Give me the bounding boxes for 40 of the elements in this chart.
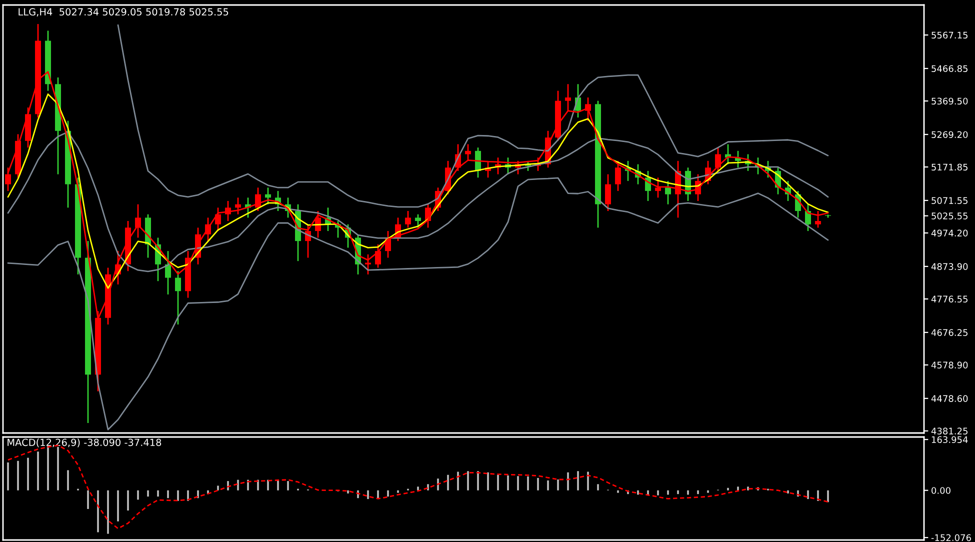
candlestick <box>375 244 381 268</box>
candlestick <box>235 196 241 216</box>
y-tick-label: 5466.85 <box>932 65 968 72</box>
y-tick-label: 4873.90 <box>931 263 968 270</box>
y-tick-label: 4676.25 <box>931 329 968 336</box>
y-tick-label: 163.954 <box>932 436 968 444</box>
candlestick <box>655 176 661 198</box>
candlestick <box>175 270 181 326</box>
candlestick <box>365 254 371 276</box>
y-tick-label: 5071.55 <box>932 197 968 204</box>
y-tick-label: 4381.25 <box>931 428 968 434</box>
candlestick <box>215 206 221 232</box>
line-series <box>117 24 829 208</box>
y-tick-label: -152.076 <box>931 534 971 542</box>
candlestick <box>805 204 811 232</box>
candlestick <box>715 146 721 172</box>
candlestick <box>415 214 421 228</box>
candlestick <box>565 83 571 112</box>
y-tick-label: 5269.20 <box>932 131 968 138</box>
y-tick-label: 0.00 <box>932 487 950 494</box>
candlestick <box>405 210 411 228</box>
y-tick-label: 5025.55 <box>932 212 968 220</box>
line-series <box>7 177 829 430</box>
y-tick-label: 5171.85 <box>932 164 968 171</box>
chart-title: MACD(12,26,9) -38.090 -37.418 <box>8 438 162 448</box>
y-tick-label: 4776.55 <box>931 296 968 302</box>
y-tick-label: 5369.50 <box>932 98 968 105</box>
candlestick <box>815 210 821 228</box>
line-series <box>7 93 829 289</box>
y-tick-label: 4578.90 <box>931 362 968 368</box>
candlestick <box>465 144 471 162</box>
y-tick-label: 4974.20 <box>931 230 968 237</box>
candlestick <box>615 160 621 192</box>
chart-title: LLG,H4 5027.34 5029.05 5019.78 5025.55 <box>18 8 228 17</box>
y-tick-label: 5567.15 <box>932 32 968 39</box>
y-tick-label: 4478.60 <box>931 395 968 402</box>
candlestick <box>165 250 171 296</box>
candlestick <box>265 186 271 206</box>
candlestick <box>665 180 671 206</box>
candlestick <box>605 174 611 212</box>
